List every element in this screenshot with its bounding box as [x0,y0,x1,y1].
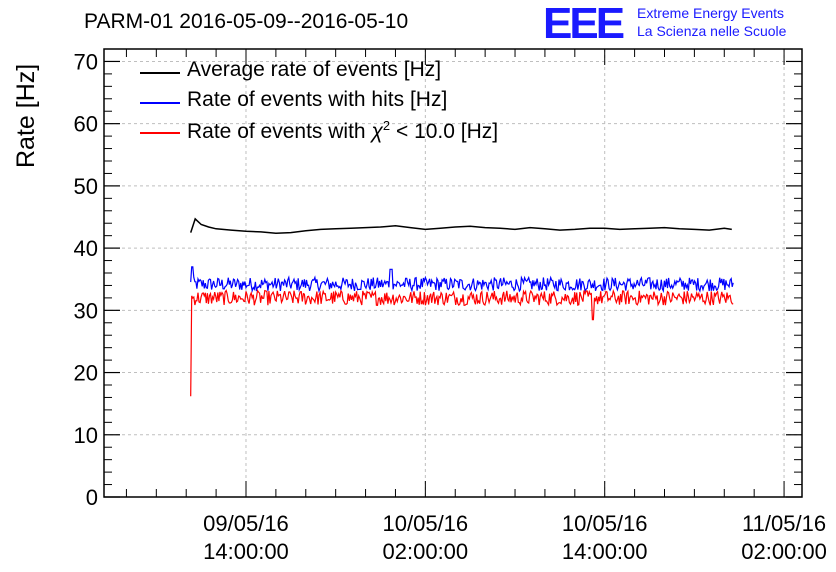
x-axis-ticks: 09/05/16 14:00:00 10/05/16 02:00:00 10/05/16… [125,49,827,564]
y-axis-ticks: 0 10 20 30 40 50 60 70 [74,48,802,510]
y-tick-label: 0 [86,485,98,510]
legend-label-average: Average rate of events [Hz] [187,58,442,81]
y-tick-label: 50 [74,174,98,199]
logo-letters: EEE [543,0,625,48]
legend-chi2-suffix: < 10.0 [Hz] [390,120,499,143]
x-tick-label-time: 14:00:00 [562,539,648,564]
x-tick-label-time: 02:00:00 [383,539,469,564]
y-axis-label: Rate [Hz] [12,63,40,168]
series-average-rate [189,217,732,234]
series-layer [189,217,734,397]
series-hits-rate [190,266,734,294]
grid-lines [104,49,802,497]
logo-text: Extreme Energy Events La Scienza nelle S… [637,4,786,40]
x-tick-label-date: 10/05/16 [383,511,469,536]
x-tick-label-time: 14:00:00 [203,539,289,564]
logo-line-2: La Scienza nelle Scuole [637,23,787,39]
series-chi2-rate [190,288,734,397]
y-tick-label: 60 [74,112,98,137]
legend-chi2-prefix: Rate of events with [187,120,372,143]
legend-label-chi2: Rate of events with χ2 < 10.0 [Hz] [187,118,498,144]
y-tick-label: 30 [74,298,98,323]
legend-swatch-chi2 [140,132,180,134]
x-tick-label-time: 02:00:00 [741,539,827,564]
legend-label-hits: Rate of events with hits [Hz] [187,88,448,111]
legend-chi-exponent: 2 [382,118,391,133]
legend-chi-symbol: χ [371,120,383,143]
eee-logo: EEE [543,0,625,48]
y-tick-label: 70 [74,49,98,74]
y-tick-label: 20 [74,361,98,386]
legend-swatch-average [140,72,180,74]
axes-frame [103,48,803,498]
x-tick-label-date: 09/05/16 [203,511,289,536]
x-tick-label-date: 11/05/16 [742,511,826,536]
legend-swatch-hits [140,102,180,104]
plot-frame [103,48,803,498]
y-tick-label: 40 [74,236,98,261]
y-tick-label: 10 [74,423,98,448]
logo-line-1: Extreme Energy Events [637,5,785,21]
chart-title: PARM-01 2016-05-09--2016-05-10 [84,10,409,33]
x-tick-label-date: 10/05/16 [562,511,648,536]
